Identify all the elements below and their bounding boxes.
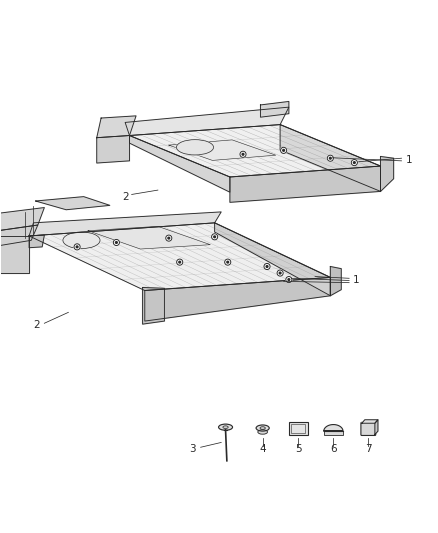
Ellipse shape	[63, 232, 100, 248]
Polygon shape	[215, 223, 330, 296]
Circle shape	[283, 149, 285, 151]
Polygon shape	[97, 135, 130, 163]
Polygon shape	[261, 101, 289, 117]
Circle shape	[177, 259, 183, 265]
Ellipse shape	[223, 426, 228, 429]
Circle shape	[212, 234, 218, 240]
Circle shape	[214, 236, 215, 238]
Text: 4: 4	[259, 444, 266, 454]
Polygon shape	[330, 266, 341, 296]
Polygon shape	[88, 227, 210, 249]
Polygon shape	[230, 166, 381, 203]
Circle shape	[166, 235, 172, 241]
Circle shape	[264, 263, 270, 270]
Circle shape	[225, 259, 231, 265]
Circle shape	[288, 279, 290, 280]
Circle shape	[279, 272, 281, 274]
Polygon shape	[29, 223, 330, 290]
Bar	[289, 422, 308, 435]
Polygon shape	[0, 236, 29, 273]
Polygon shape	[97, 116, 136, 138]
Circle shape	[266, 265, 268, 268]
Polygon shape	[381, 157, 394, 191]
Ellipse shape	[177, 140, 214, 155]
Text: 2: 2	[33, 320, 40, 330]
Text: 7: 7	[365, 444, 371, 454]
Polygon shape	[362, 420, 378, 423]
Circle shape	[179, 261, 180, 263]
Circle shape	[227, 261, 229, 263]
Polygon shape	[29, 235, 44, 248]
FancyBboxPatch shape	[361, 422, 376, 435]
Circle shape	[116, 241, 117, 244]
Polygon shape	[145, 277, 330, 321]
Circle shape	[113, 239, 120, 246]
Ellipse shape	[258, 430, 268, 434]
Text: 3: 3	[190, 444, 196, 454]
Circle shape	[76, 246, 78, 248]
Circle shape	[240, 151, 246, 157]
Ellipse shape	[256, 425, 269, 431]
Text: 6: 6	[330, 444, 337, 454]
Polygon shape	[130, 125, 381, 177]
Circle shape	[329, 157, 331, 159]
Circle shape	[168, 237, 170, 239]
Ellipse shape	[219, 424, 233, 430]
Polygon shape	[280, 125, 381, 191]
Circle shape	[353, 161, 355, 164]
Polygon shape	[324, 425, 343, 431]
Bar	[324, 431, 343, 434]
Circle shape	[351, 159, 357, 166]
Polygon shape	[0, 225, 38, 247]
Polygon shape	[125, 107, 289, 135]
Circle shape	[242, 154, 244, 155]
Polygon shape	[29, 212, 221, 236]
Polygon shape	[35, 197, 110, 210]
Polygon shape	[130, 135, 230, 192]
Text: 1: 1	[406, 155, 412, 165]
Polygon shape	[143, 287, 164, 324]
Circle shape	[327, 155, 333, 161]
Polygon shape	[169, 140, 276, 160]
Text: 2: 2	[122, 192, 128, 201]
Bar	[291, 424, 305, 433]
Polygon shape	[375, 420, 378, 434]
Ellipse shape	[260, 427, 265, 430]
Circle shape	[286, 277, 292, 282]
Text: 5: 5	[295, 444, 302, 454]
Circle shape	[281, 147, 287, 154]
Circle shape	[277, 270, 283, 276]
Text: 1: 1	[353, 274, 360, 285]
Circle shape	[74, 244, 80, 250]
Polygon shape	[0, 207, 44, 231]
